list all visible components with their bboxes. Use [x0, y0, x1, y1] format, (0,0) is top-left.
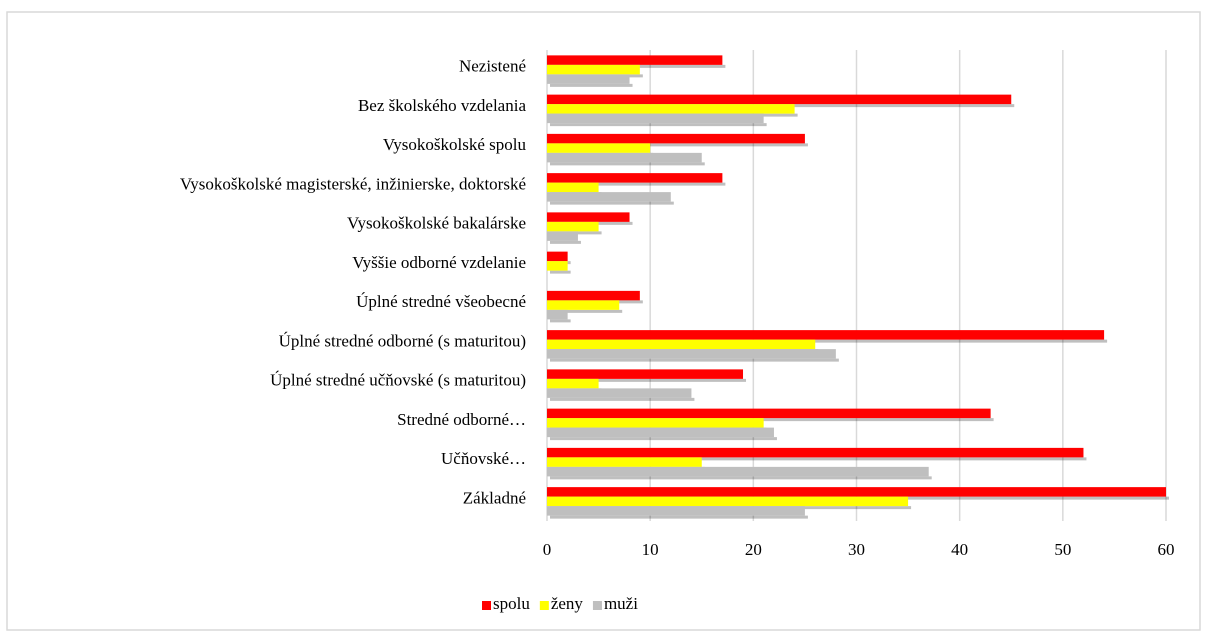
bar-depth	[550, 162, 705, 166]
bar-face	[547, 349, 836, 359]
y-tick-label: Vysokoškolské magisterské, inžinierske, …	[180, 174, 526, 193]
bar-depth	[550, 240, 581, 244]
bar-face	[547, 94, 1012, 105]
bar	[547, 388, 695, 401]
bar-depth	[550, 397, 695, 401]
bar	[547, 427, 777, 441]
bar-depth	[550, 476, 932, 480]
bar-face	[547, 221, 599, 232]
bar-face	[547, 152, 702, 163]
bar-face	[547, 231, 578, 241]
bar-face	[547, 369, 744, 379]
legend-swatch	[539, 601, 549, 610]
bar-face	[547, 251, 568, 262]
bar-depth	[550, 515, 808, 519]
legend-swatch	[592, 601, 602, 610]
bar	[547, 506, 808, 519]
bar-face	[547, 330, 1105, 340]
bar-depth	[550, 83, 633, 87]
bar	[547, 349, 839, 362]
legend-label: muži	[604, 594, 638, 613]
bar-face	[547, 506, 805, 516]
bar	[547, 466, 932, 480]
bar-face	[547, 447, 1084, 458]
y-tick-label: Učňovské…	[441, 449, 526, 468]
bar-face	[547, 487, 1166, 497]
bar-face	[547, 339, 816, 350]
bar-face	[547, 173, 723, 183]
bar	[547, 192, 674, 205]
bar-depth	[550, 358, 839, 362]
bar	[547, 74, 633, 87]
bar-face	[547, 300, 620, 310]
bar-face	[547, 378, 599, 389]
x-tick-label: 20	[745, 540, 762, 559]
y-tick-label: Stredné odborné…	[397, 410, 526, 429]
bar-face	[547, 64, 640, 75]
y-tick-label: Vysokoškolské bakalárske	[347, 214, 526, 233]
bar	[547, 309, 571, 323]
bar	[547, 261, 571, 274]
y-tick-label: Úplné stredné odborné (s maturitou)	[279, 331, 526, 350]
x-tick-label: 50	[1054, 540, 1071, 559]
bar	[547, 231, 581, 244]
bar-face	[547, 143, 651, 153]
bar-face	[547, 212, 630, 222]
bar-depth	[550, 309, 623, 313]
x-tick-label: 0	[543, 540, 552, 559]
x-tick-label: 60	[1158, 540, 1175, 559]
bar-depth	[550, 319, 571, 323]
bar	[547, 113, 767, 127]
bar-depth	[550, 123, 767, 127]
bar-face	[547, 427, 774, 438]
bar-face	[547, 290, 640, 301]
bar	[547, 152, 705, 166]
x-tick-label: 10	[642, 540, 659, 559]
bar-face	[547, 182, 599, 193]
y-tick-label: Základné	[463, 488, 526, 507]
bar-face	[547, 466, 929, 477]
bar	[547, 300, 623, 313]
y-tick-label: Úplné stredné všeobecné	[356, 292, 526, 311]
bar-face	[547, 113, 764, 124]
legend-label: spolu	[493, 594, 530, 613]
bar-face	[547, 309, 568, 320]
bar-face	[547, 418, 764, 428]
bar-face	[547, 55, 723, 65]
bar-face	[547, 388, 692, 398]
bar-face	[547, 133, 805, 144]
bar-face	[547, 457, 702, 467]
bar-face	[547, 74, 630, 84]
y-tick-label: Nezistené	[459, 57, 526, 76]
bar-face	[547, 261, 568, 271]
y-tick-label: Vyššie odborné vzdelanie	[352, 253, 526, 272]
bar-face	[547, 192, 671, 202]
x-tick-label: 40	[951, 540, 968, 559]
x-tick-label: 30	[848, 540, 865, 559]
y-tick-label: Vysokoškolské spolu	[383, 135, 527, 154]
bar-depth	[550, 437, 777, 441]
legend-label: ženy	[551, 594, 584, 613]
bar-face	[547, 496, 909, 507]
bar-face	[547, 104, 795, 114]
bar-face	[547, 408, 991, 419]
bar-depth	[550, 378, 747, 382]
bar	[547, 369, 747, 382]
bar-depth	[550, 201, 674, 205]
bar-depth	[550, 270, 571, 274]
y-tick-label: Bez školského vzdelania	[358, 96, 527, 115]
y-tick-label: Úplné stredné učňovské (s maturitou)	[270, 371, 526, 390]
legend-swatch	[482, 601, 491, 610]
